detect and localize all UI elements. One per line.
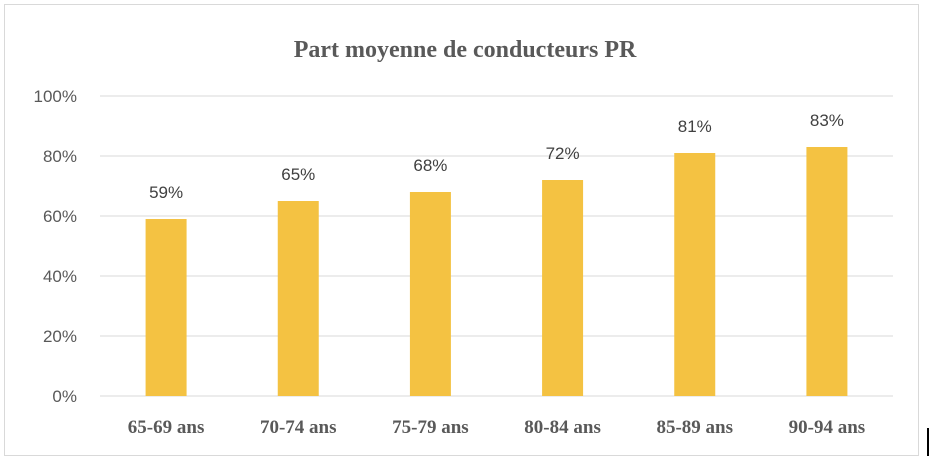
x-tick-label: 85-89 ans [656,417,733,438]
y-tick-label: 100% [34,87,77,106]
y-tick-label: 60% [43,207,77,226]
x-tick-label: 70-74 ans [260,417,337,438]
x-tick-label: 80-84 ans [524,417,601,438]
x-axis-ticks: 65-69 ans 70-74 ans 75-79 ans 80-84 ans 85-8… [128,417,865,438]
x-tick-label: 75-79 ans [392,417,469,438]
y-tick-label: 20% [43,327,77,346]
data-label: 83% [810,111,844,130]
gridlines [100,95,893,397]
chart-title: Part moyenne de conducteurs PR [294,37,637,63]
text-cursor [927,428,929,456]
data-label: 72% [546,144,580,163]
data-labels: 59% 65% 68% 72% 81% 83% [149,111,844,202]
y-tick-label: 40% [43,267,77,286]
y-tick-label: 0% [52,387,77,406]
bar [145,219,187,396]
bar [542,180,584,396]
x-tick-label: 65-69 ans [128,417,205,438]
bar [806,147,848,396]
bar [674,153,716,396]
data-label: 65% [281,165,315,184]
y-axis-ticks: 0% 20% 40% 60% 80% 100% [34,87,77,406]
data-label: 81% [678,117,712,136]
data-label: 68% [413,156,447,175]
bar [277,201,319,396]
data-label: 59% [149,183,183,202]
bars [145,147,848,396]
bar [409,192,451,396]
x-tick-label: 90-94 ans [789,417,866,438]
y-tick-label: 80% [43,147,77,166]
